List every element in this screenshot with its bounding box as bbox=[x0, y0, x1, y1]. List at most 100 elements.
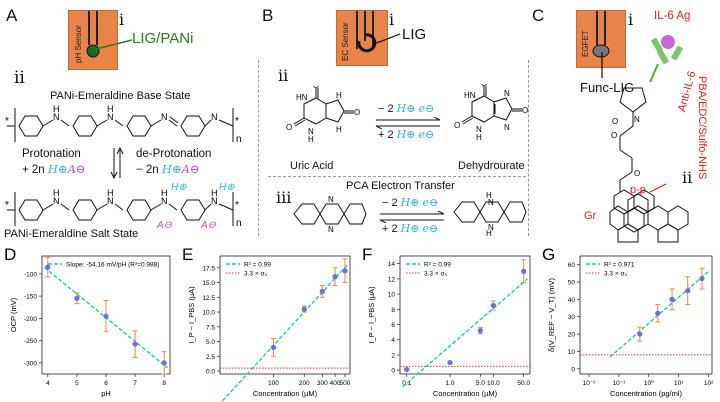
svg-text:HN: HN bbox=[296, 93, 308, 102]
plot-E: E 100 200 300 400 500 0.0 2.5 5.0 7.5 10.0 12.5 15.0… bbox=[182, 245, 351, 402]
x-tick-label: 1.0 bbox=[446, 380, 455, 387]
svg-text:N: N bbox=[53, 112, 60, 122]
gr-label: Gr bbox=[584, 210, 597, 222]
svg-text:N: N bbox=[107, 112, 114, 122]
func-lig-label: Func-LIG bbox=[580, 80, 635, 95]
protonation-eq: + 2n H⊕A⊖ bbox=[22, 162, 86, 176]
y-tick-label: 8 bbox=[391, 307, 395, 314]
data-point bbox=[447, 359, 453, 366]
plot-D: D 4 5 6 7 8 -100 -150 -200 -250 -300 pH OCP (mV) Slop… bbox=[4, 245, 171, 398]
y-axis-label: I_P − I_PBS (µA) bbox=[187, 286, 196, 344]
dihydrophenazine-structure: HN NH bbox=[453, 192, 527, 236]
x-tick-label: 10⁻¹ bbox=[612, 380, 626, 387]
y-axis-label: OCP (mV) bbox=[9, 297, 18, 332]
svg-text:H: H bbox=[486, 192, 492, 200]
svg-text:O: O bbox=[354, 108, 360, 117]
y-tick-label: 12.5 bbox=[202, 295, 215, 302]
B-iii-top-eq: − 2 H⊕ e⊖ bbox=[382, 196, 439, 209]
y-tick-label: -300 bbox=[24, 360, 37, 367]
x-tick-label: 500 bbox=[340, 380, 351, 387]
plot-frame bbox=[579, 255, 713, 375]
x-tick-label: 8 bbox=[162, 380, 166, 387]
data-point bbox=[74, 295, 80, 301]
data-point bbox=[669, 296, 675, 302]
data-point bbox=[161, 360, 167, 366]
data-point bbox=[685, 288, 691, 294]
svg-text:H: H bbox=[53, 104, 60, 114]
svg-text:N: N bbox=[211, 112, 218, 122]
svg-text:n: n bbox=[236, 134, 242, 144]
svg-text:H: H bbox=[211, 188, 218, 198]
data-point bbox=[132, 341, 138, 347]
plot-letter: E bbox=[182, 245, 193, 264]
y-tick-label: -150 bbox=[24, 294, 37, 301]
y-tick-label: 0 bbox=[391, 368, 395, 375]
panel-C-roman-ii: ii bbox=[682, 168, 693, 187]
x-tick-label: 10² bbox=[704, 380, 714, 387]
x-axis-label: Concentration (pg/ml) bbox=[610, 389, 683, 398]
deprotonation-eq: − 2n H⊕A⊖ bbox=[136, 162, 200, 176]
svg-text:N: N bbox=[488, 198, 494, 207]
data-point bbox=[655, 310, 661, 316]
svg-text:*: * bbox=[5, 116, 9, 127]
data-point bbox=[404, 366, 410, 373]
data-point bbox=[521, 268, 527, 274]
lig-pani-arrow bbox=[92, 39, 133, 51]
pp-label: p-p bbox=[630, 184, 646, 196]
y-tick-label: 5.0 bbox=[206, 339, 215, 346]
legend-lod-label: 3.3 × σ₀ bbox=[424, 271, 447, 278]
svg-text:H: H bbox=[53, 188, 60, 198]
il6-ag-label: IL-6 Ag bbox=[654, 10, 691, 22]
equilibrium-arrows-A bbox=[110, 146, 124, 180]
data-point bbox=[301, 306, 307, 312]
linker-label: PBA/EDC/Sulfo-NHS bbox=[696, 76, 708, 180]
svg-text:A⊖: A⊖ bbox=[156, 220, 173, 230]
svg-text:n: n bbox=[236, 218, 242, 229]
plot-frame bbox=[399, 255, 531, 375]
y-tick-label: 17.5 bbox=[202, 265, 215, 272]
svg-text:N: N bbox=[161, 112, 168, 122]
data-point bbox=[319, 288, 325, 294]
y-tick-label: 50 bbox=[568, 280, 576, 287]
svg-text:O: O bbox=[454, 121, 460, 130]
x-tick-label: 5.0 bbox=[476, 380, 485, 387]
ph-sensor-inset: pH Sensor bbox=[68, 10, 118, 70]
x-tick-label: 10¹ bbox=[674, 380, 684, 387]
data-point bbox=[270, 344, 277, 351]
svg-text:N: N bbox=[107, 196, 114, 206]
svg-text:O: O bbox=[481, 84, 487, 88]
panel-C-roman-i: i bbox=[628, 10, 634, 29]
panel-C-label: C bbox=[532, 6, 545, 25]
x-tick-label: 5 bbox=[75, 380, 79, 387]
panel-A-label: A bbox=[6, 6, 18, 25]
panel-B-label: B bbox=[262, 6, 274, 25]
svg-text:N: N bbox=[504, 123, 510, 132]
legend-lod-label: 3.3 × σ₀ bbox=[604, 271, 627, 278]
panel-B-roman-iii: iii bbox=[276, 188, 292, 207]
svg-text:O: O bbox=[522, 106, 528, 115]
x-tick-label: 0.1 bbox=[402, 380, 411, 387]
svg-text:HN: HN bbox=[464, 91, 476, 100]
x-tick-label: 200 bbox=[299, 380, 310, 387]
base-state-title: PANi-Emeraldine Base State bbox=[50, 90, 191, 102]
data-point bbox=[342, 268, 348, 274]
y-tick-label: 4 bbox=[391, 337, 395, 344]
pani-base-structure: * * n NH NH N N bbox=[5, 104, 242, 144]
egfet-electrodes bbox=[592, 11, 610, 58]
y-tick-label: 40 bbox=[568, 297, 576, 304]
graphene-structure bbox=[609, 194, 689, 243]
x-axis-label: pH bbox=[101, 389, 111, 398]
svg-text:N: N bbox=[488, 223, 494, 232]
ph-sensor-electrodes bbox=[86, 11, 100, 58]
svg-text:H: H bbox=[336, 125, 342, 134]
svg-text:H⊕: H⊕ bbox=[219, 182, 235, 193]
plot-letter: G bbox=[542, 245, 555, 264]
svg-text:H: H bbox=[336, 91, 342, 100]
svg-text:O: O bbox=[286, 123, 292, 132]
y-tick-label: 10 bbox=[388, 292, 396, 299]
plot-F: F 0.1 1.0 5.0 10.0 50.0 0 2 4 6 8 10 12 14 Concentrati… bbox=[362, 245, 531, 398]
svg-text:O: O bbox=[612, 117, 618, 126]
x-tick-label: 10⁰ bbox=[644, 379, 654, 387]
plot-frame bbox=[219, 255, 351, 375]
